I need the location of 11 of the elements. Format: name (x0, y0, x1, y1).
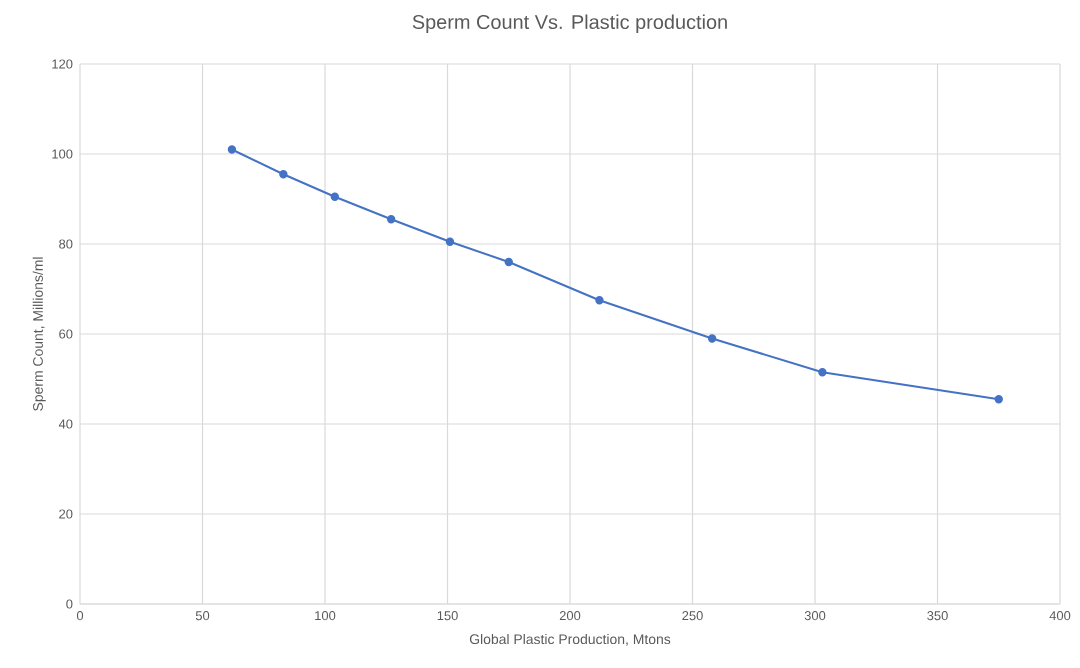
chart-title: Sperm Count Vs. Plastic production (412, 14, 727, 33)
point (994, 395, 1003, 404)
point (279, 170, 288, 179)
point (227, 145, 237, 154)
point (386, 215, 396, 224)
point (707, 334, 717, 343)
point (504, 257, 513, 267)
point (818, 368, 827, 377)
point (445, 237, 455, 246)
point (330, 192, 339, 201)
point (595, 296, 604, 305)
